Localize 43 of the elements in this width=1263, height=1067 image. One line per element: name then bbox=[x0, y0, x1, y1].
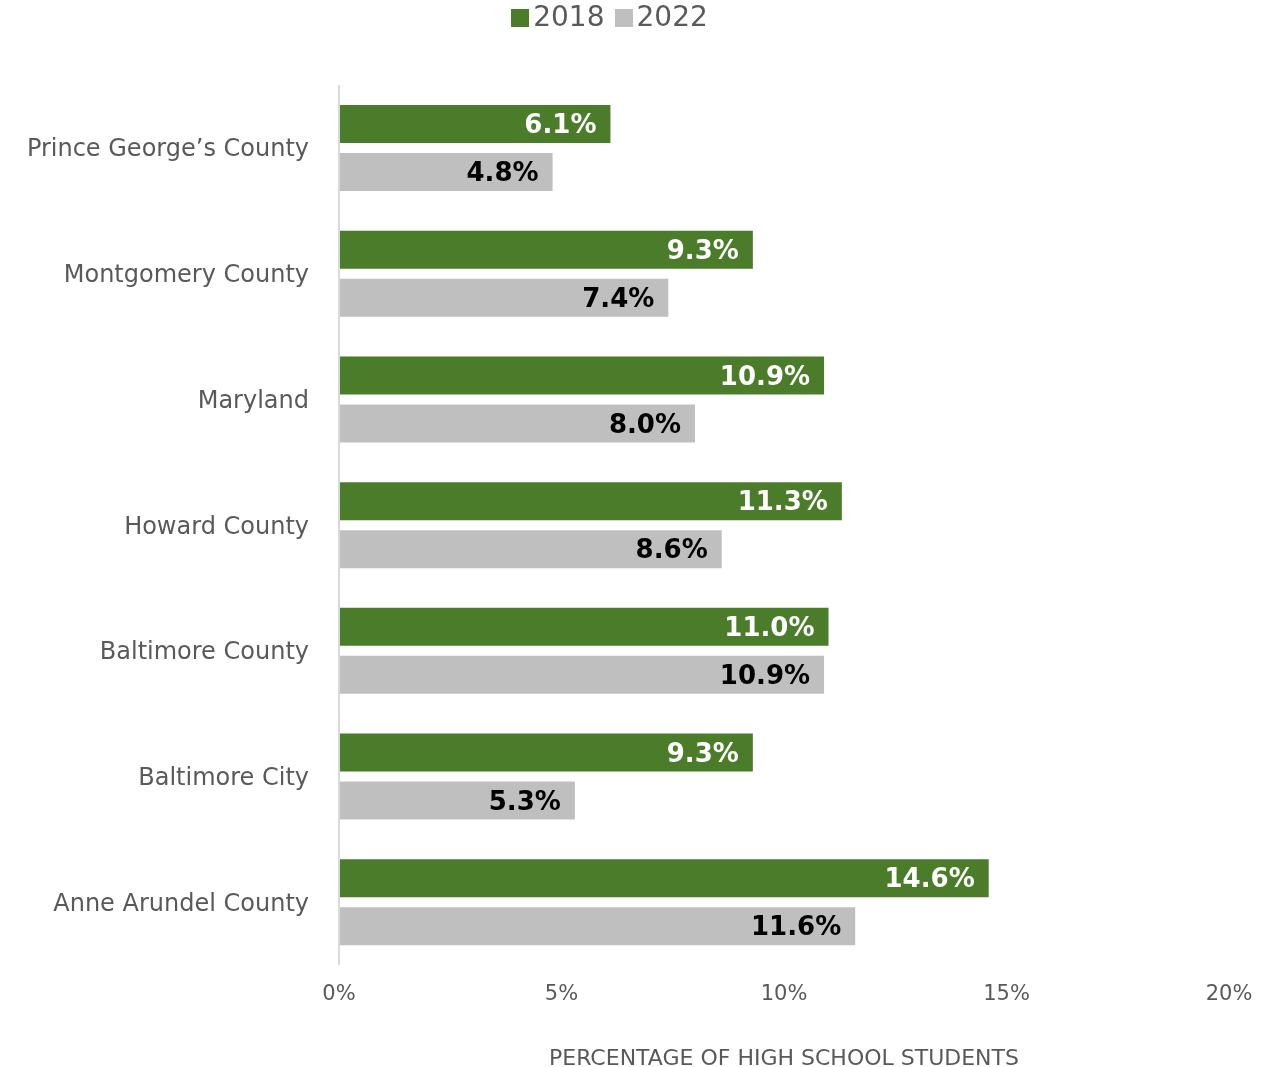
bar bbox=[339, 153, 553, 191]
data-label: 11.0% bbox=[724, 611, 815, 642]
bar bbox=[339, 907, 856, 946]
bar bbox=[339, 859, 989, 898]
y-tick-label: Maryland bbox=[197, 385, 309, 414]
x-tick-label: 15% bbox=[983, 980, 1030, 1005]
bar bbox=[339, 356, 825, 395]
data-label: 9.3% bbox=[666, 737, 739, 768]
bar bbox=[339, 482, 842, 521]
y-tick-label: Montgomery County bbox=[63, 260, 309, 289]
data-label: 5.3% bbox=[488, 785, 561, 816]
data-label: 10.9% bbox=[719, 360, 811, 391]
data-label: 8.6% bbox=[635, 534, 708, 565]
data-label: 10.9% bbox=[719, 659, 811, 690]
bar bbox=[339, 733, 753, 772]
bar bbox=[339, 781, 575, 820]
x-tick-label: 20% bbox=[1205, 980, 1253, 1005]
bar bbox=[339, 655, 825, 694]
bar bbox=[339, 278, 669, 317]
x-tick-label: 0% bbox=[322, 980, 356, 1005]
data-label: 11.3% bbox=[737, 486, 828, 517]
x-axis-title: PERCENTAGE OF HIGH SCHOOL STUDENTS bbox=[549, 1045, 1019, 1067]
data-label: 4.8% bbox=[466, 157, 539, 188]
bar bbox=[339, 105, 611, 143]
data-label: 9.3% bbox=[666, 234, 739, 265]
x-tick-label: 5% bbox=[544, 980, 579, 1005]
legend-label: 2018 bbox=[533, 0, 605, 33]
data-label: 8.0% bbox=[608, 408, 681, 439]
y-tick-label: Prince George’s County bbox=[26, 134, 309, 163]
data-label: 6.1% bbox=[524, 109, 597, 140]
data-label: 7.4% bbox=[582, 282, 655, 313]
bar bbox=[339, 607, 829, 646]
bar bbox=[339, 230, 753, 269]
x-tick-label: 10% bbox=[760, 980, 808, 1005]
y-tick-label: Baltimore County bbox=[99, 637, 309, 666]
bar bbox=[339, 530, 722, 569]
data-label: 14.6% bbox=[884, 863, 975, 894]
y-tick-label: Anne Arundel County bbox=[53, 888, 309, 917]
data-label: 11.6% bbox=[751, 911, 842, 942]
y-tick-label: Baltimore City bbox=[138, 762, 309, 791]
bar bbox=[339, 404, 695, 443]
legend-label: 2022 bbox=[636, 0, 708, 33]
y-tick-label: Howard County bbox=[124, 511, 309, 540]
